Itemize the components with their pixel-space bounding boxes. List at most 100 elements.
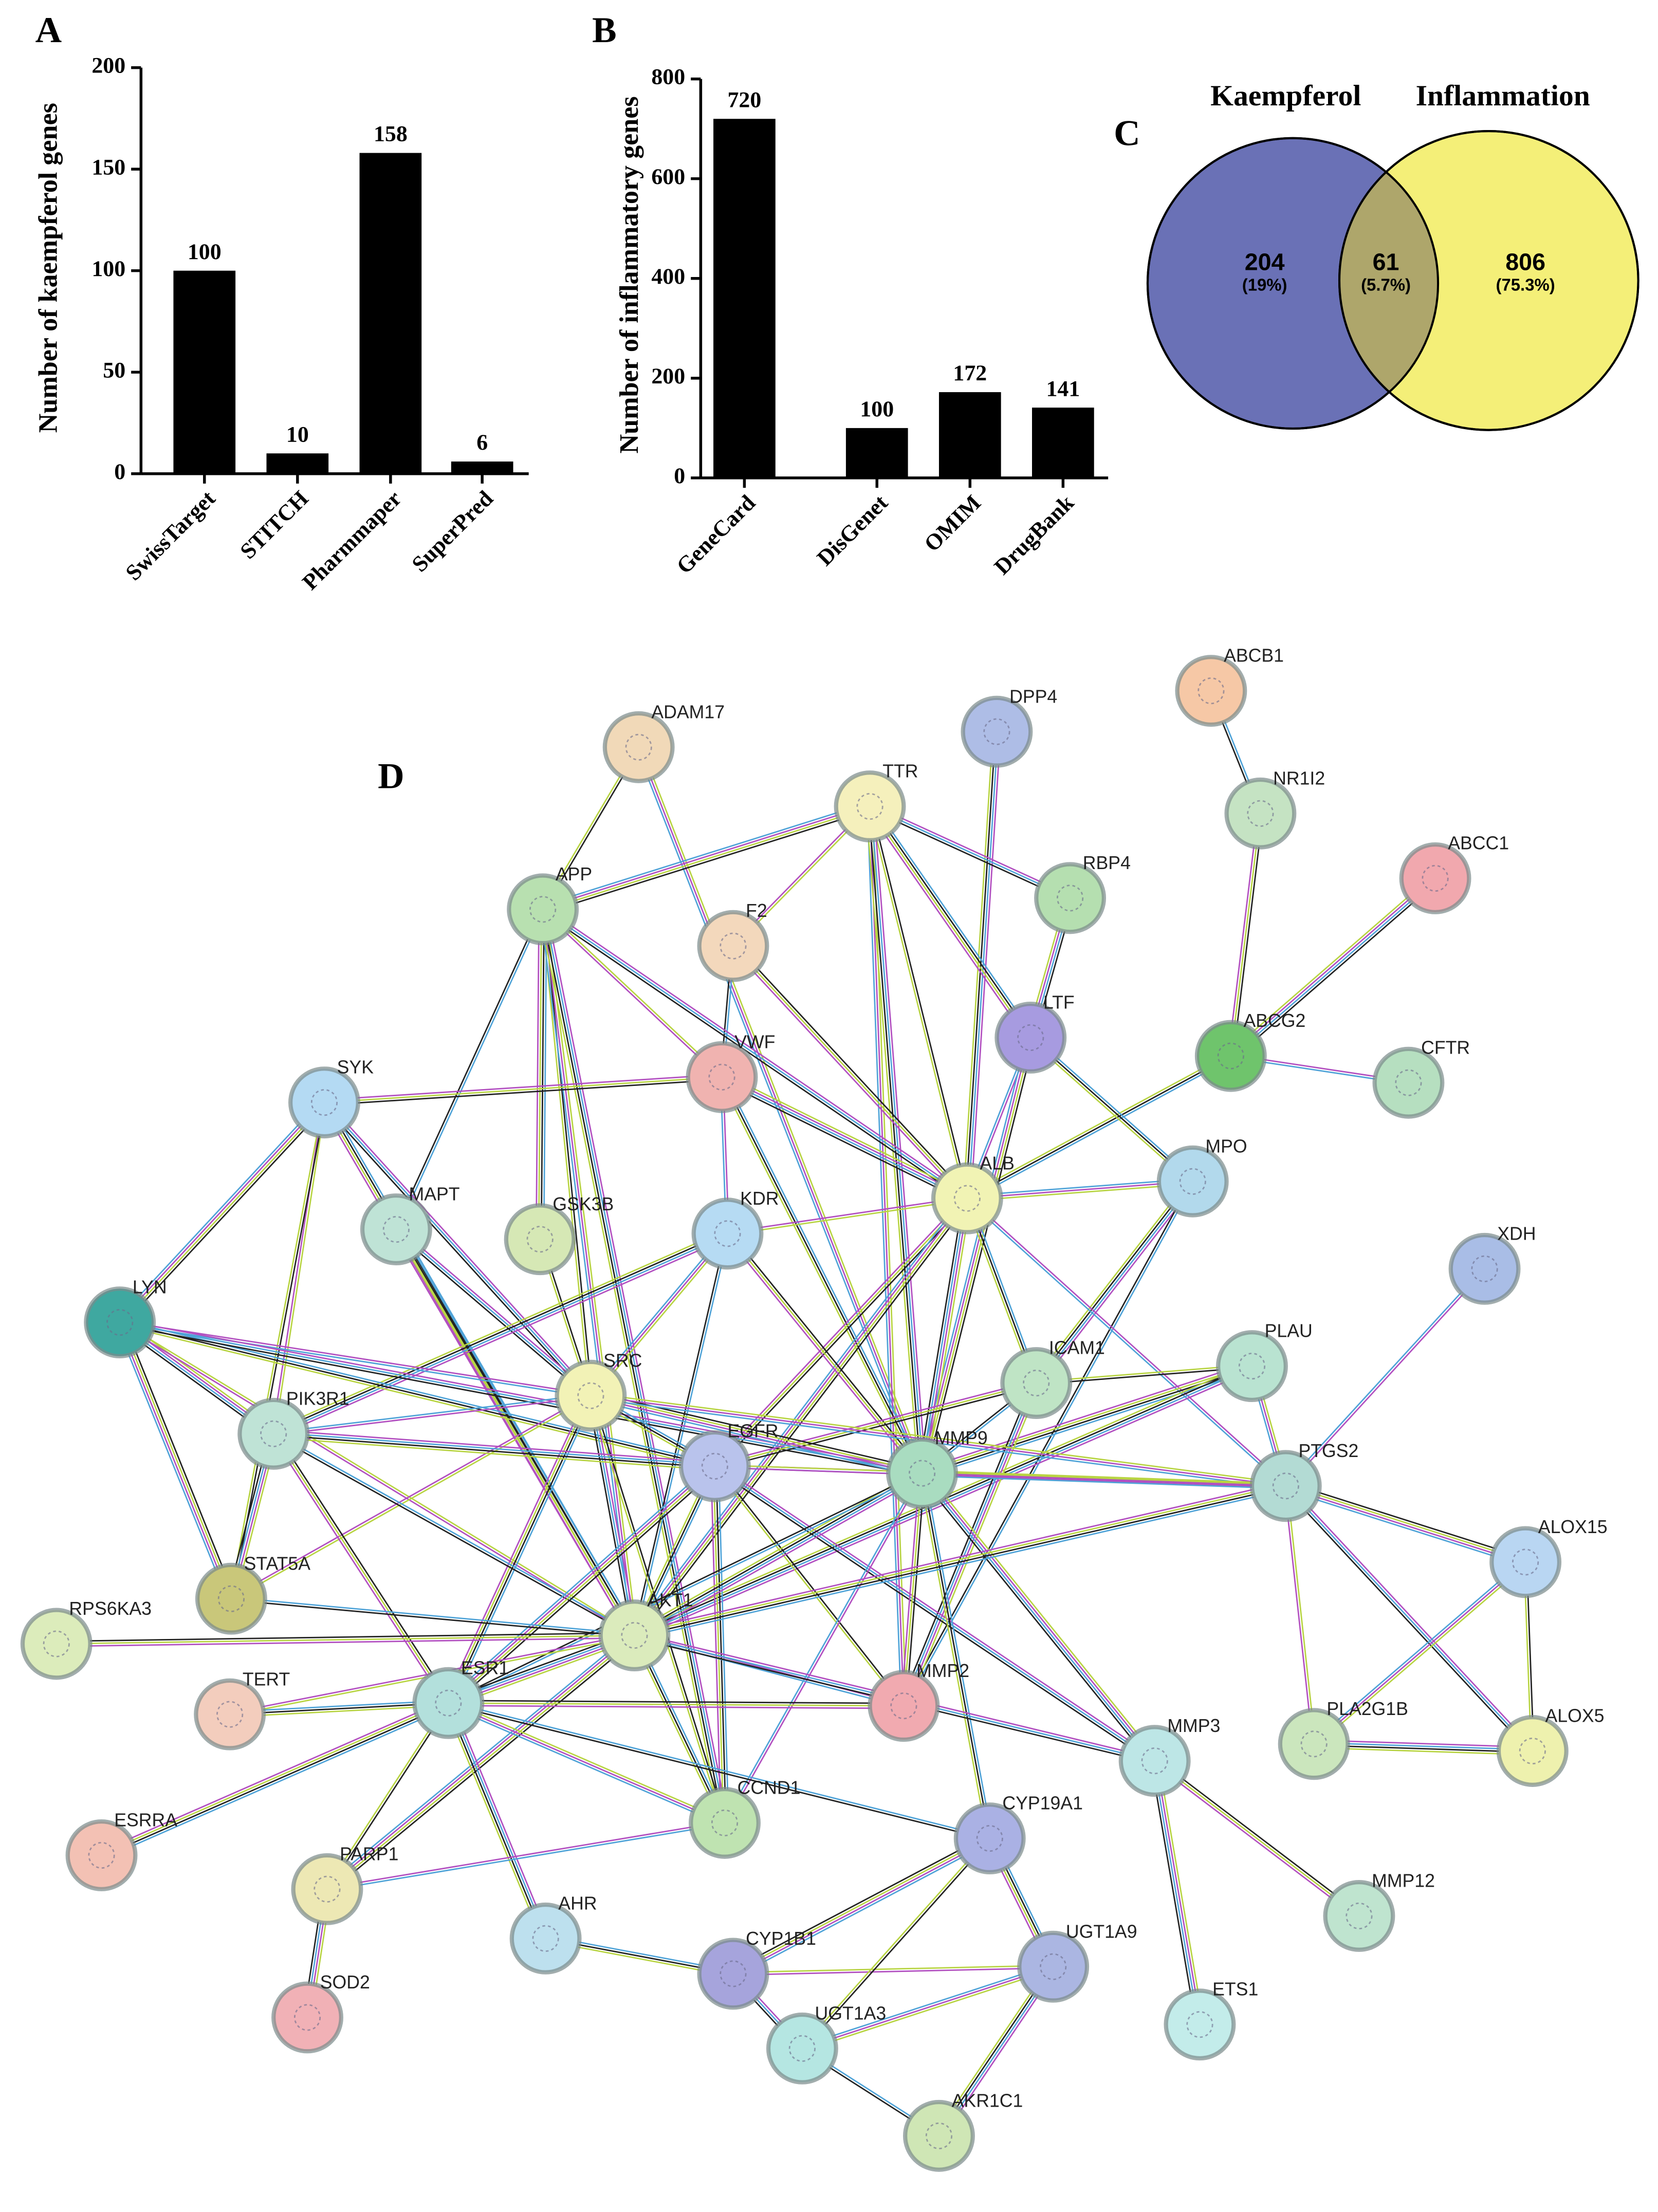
edge — [447, 1704, 724, 1826]
edge — [1035, 1180, 1192, 1383]
node[interactable] — [509, 1902, 582, 1975]
edge — [538, 909, 543, 1240]
node[interactable] — [288, 1066, 360, 1139]
node[interactable] — [1118, 1725, 1191, 1797]
edge — [100, 1699, 447, 1853]
node-label: CCND1 — [738, 1777, 801, 1798]
node[interactable] — [602, 711, 675, 783]
edge — [274, 1236, 730, 1438]
region-percent: (19%) — [1242, 275, 1287, 294]
node[interactable] — [1164, 1988, 1236, 2061]
edge — [965, 1053, 1230, 1197]
node[interactable] — [1000, 1347, 1073, 1419]
node[interactable] — [834, 770, 906, 843]
edge — [899, 1381, 1034, 1705]
node[interactable] — [691, 1197, 764, 1270]
set-label: Inflammation — [1416, 80, 1590, 112]
node[interactable] — [953, 1802, 1026, 1875]
value-label: 158 — [374, 122, 408, 146]
node-label: KDR — [740, 1188, 779, 1209]
node[interactable] — [360, 1193, 432, 1265]
edge — [920, 1198, 967, 1473]
edge — [901, 1382, 1036, 1706]
edge — [272, 1231, 728, 1433]
edge — [1286, 1269, 1486, 1487]
edge — [591, 1395, 1286, 1487]
node[interactable] — [1323, 1879, 1395, 1952]
node[interactable] — [903, 2099, 975, 2172]
node-protein — [1247, 800, 1274, 827]
edge — [710, 1466, 722, 1823]
node[interactable] — [1448, 1232, 1521, 1305]
edge — [1150, 1761, 1197, 2025]
edge — [230, 1705, 449, 1718]
node[interactable] — [697, 910, 769, 982]
node[interactable] — [1156, 1145, 1229, 1218]
node[interactable] — [1224, 777, 1297, 850]
edge — [723, 1472, 922, 1823]
edge — [714, 1382, 1037, 1467]
node-label: PLAU — [1265, 1321, 1313, 1341]
node[interactable] — [291, 1853, 363, 1925]
node[interactable] — [686, 1041, 758, 1113]
region-count: 806 — [1505, 248, 1545, 275]
bar — [359, 153, 422, 474]
node[interactable] — [412, 1667, 485, 1739]
edge — [119, 1324, 714, 1470]
node[interactable] — [1194, 1020, 1267, 1092]
node[interactable] — [1215, 1330, 1288, 1403]
node[interactable] — [504, 1203, 576, 1276]
edge — [448, 1473, 923, 1705]
node-label: CYP19A1 — [1002, 1793, 1083, 1814]
node[interactable] — [237, 1397, 310, 1470]
node[interactable] — [598, 1599, 671, 1672]
edge — [714, 1197, 968, 1467]
node[interactable] — [20, 1608, 93, 1680]
edge — [723, 1075, 925, 1472]
node[interactable] — [1372, 1046, 1445, 1119]
node-protein — [1471, 1255, 1498, 1282]
node[interactable] — [697, 1938, 769, 2010]
node-label: ICAM1 — [1049, 1338, 1105, 1358]
node[interactable] — [84, 1286, 156, 1359]
node[interactable] — [931, 1162, 1003, 1234]
edge — [540, 909, 545, 1240]
node[interactable] — [507, 873, 579, 946]
node[interactable] — [65, 1819, 138, 1891]
node[interactable] — [868, 1670, 940, 1742]
node[interactable] — [1034, 862, 1107, 934]
edge — [444, 1394, 588, 1702]
node[interactable] — [1249, 1450, 1322, 1522]
node[interactable] — [678, 1430, 751, 1502]
node-protein — [890, 1692, 917, 1720]
node[interactable] — [1399, 842, 1471, 914]
node[interactable] — [994, 1002, 1067, 1074]
node-label: MMP3 — [1167, 1716, 1220, 1736]
edge — [273, 1433, 449, 1704]
edge — [100, 1701, 448, 1855]
node-label: XDH — [1497, 1223, 1536, 1244]
edge — [1232, 814, 1264, 1057]
node[interactable] — [766, 2012, 838, 2085]
node[interactable] — [886, 1437, 958, 1509]
edge — [394, 1230, 590, 1398]
node[interactable] — [1278, 1708, 1350, 1780]
node[interactable] — [1489, 1526, 1562, 1598]
node[interactable] — [1017, 1930, 1090, 2003]
node[interactable] — [195, 1562, 267, 1635]
edge — [1314, 1742, 1533, 1750]
edge — [634, 1486, 1286, 1637]
node[interactable] — [1496, 1715, 1569, 1787]
node[interactable] — [271, 1981, 343, 2054]
node[interactable] — [1175, 655, 1247, 727]
node[interactable] — [194, 1678, 266, 1750]
edge — [119, 1323, 634, 1637]
edge — [448, 1700, 904, 1704]
node[interactable] — [555, 1359, 627, 1432]
edge — [635, 1199, 969, 1637]
node-protein — [1186, 2011, 1213, 2038]
node[interactable] — [689, 1786, 761, 1859]
edge — [272, 1434, 634, 1637]
node[interactable] — [961, 695, 1033, 768]
